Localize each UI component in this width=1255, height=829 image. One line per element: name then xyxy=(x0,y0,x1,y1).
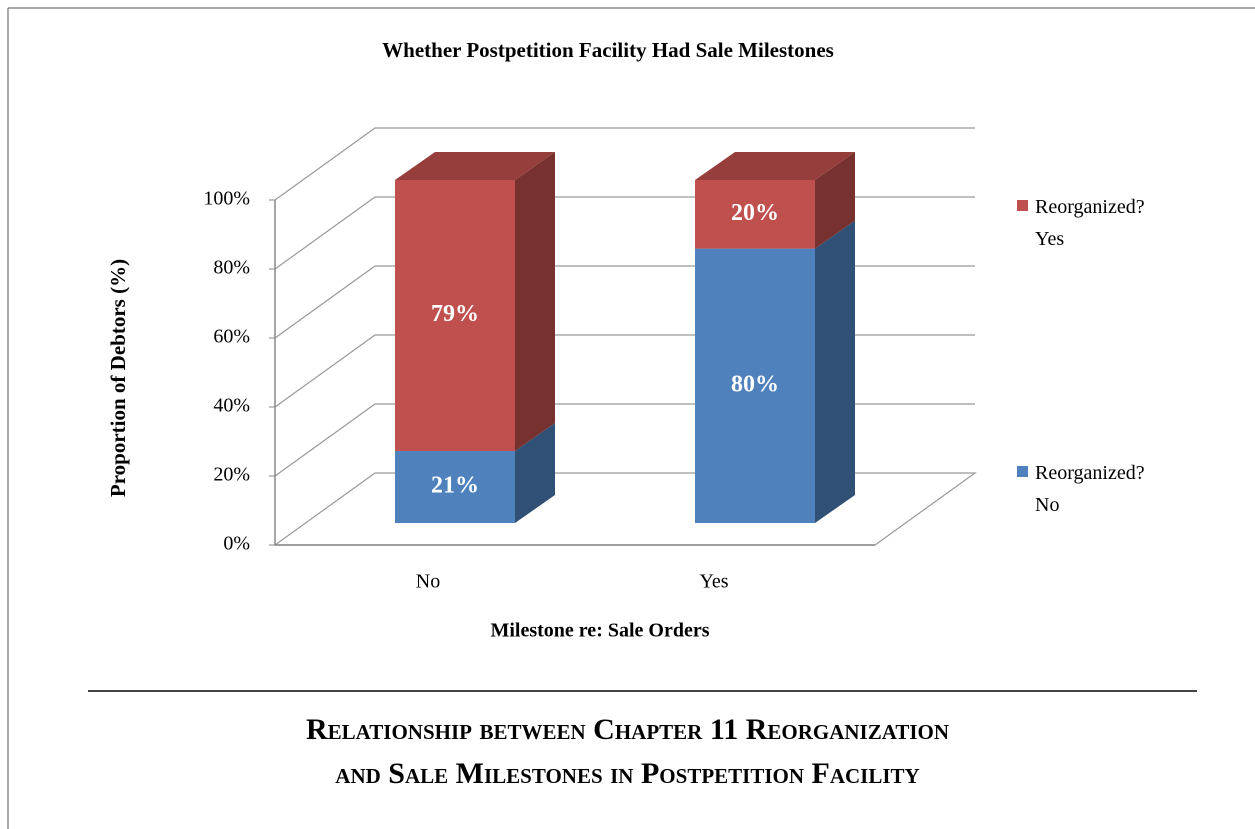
legend-label: Reorganized? No xyxy=(1035,462,1145,516)
y-tick-label: 0% xyxy=(223,533,250,555)
bar xyxy=(395,180,515,451)
y-tick-label: 40% xyxy=(213,395,250,417)
grid-line xyxy=(274,196,975,270)
y-axis-label: Proportion of Debtors (%) xyxy=(106,259,130,497)
grid-line xyxy=(274,334,975,408)
legend-swatch xyxy=(1017,200,1028,211)
x-tick-label: Yes xyxy=(699,571,728,593)
grid-line xyxy=(274,403,975,477)
grid-line xyxy=(274,127,975,201)
bar-top xyxy=(695,152,855,180)
x-tick-label: No xyxy=(416,571,440,593)
bar-top xyxy=(395,152,555,180)
y-tick-label: 20% xyxy=(213,464,250,486)
caption: Relationship between Chapter 11 Reorgani… xyxy=(306,713,949,790)
data-label: 79% xyxy=(431,301,479,327)
data-label: 21% xyxy=(431,472,479,498)
chart-title: Whether Postpetition Facility Had Sale M… xyxy=(382,38,834,62)
bar xyxy=(695,180,815,249)
bar xyxy=(695,248,815,523)
floor xyxy=(273,472,977,546)
y-tick-label: 80% xyxy=(213,257,250,279)
bar-side xyxy=(815,152,855,249)
bar-side xyxy=(515,152,555,451)
bar-side xyxy=(815,220,855,523)
y-tick-label: 60% xyxy=(213,326,250,348)
data-label: 20% xyxy=(731,200,779,226)
y-tick-label: 100% xyxy=(203,188,250,210)
legend-label: Reorganized? Yes xyxy=(1035,196,1145,250)
x-axis-label: Milestone re: Sale Orders xyxy=(490,620,709,642)
legend-swatch xyxy=(1017,466,1028,477)
grid-line xyxy=(274,265,975,339)
bar-side xyxy=(515,422,555,523)
data-label: 80% xyxy=(731,371,779,397)
bar xyxy=(395,450,515,523)
